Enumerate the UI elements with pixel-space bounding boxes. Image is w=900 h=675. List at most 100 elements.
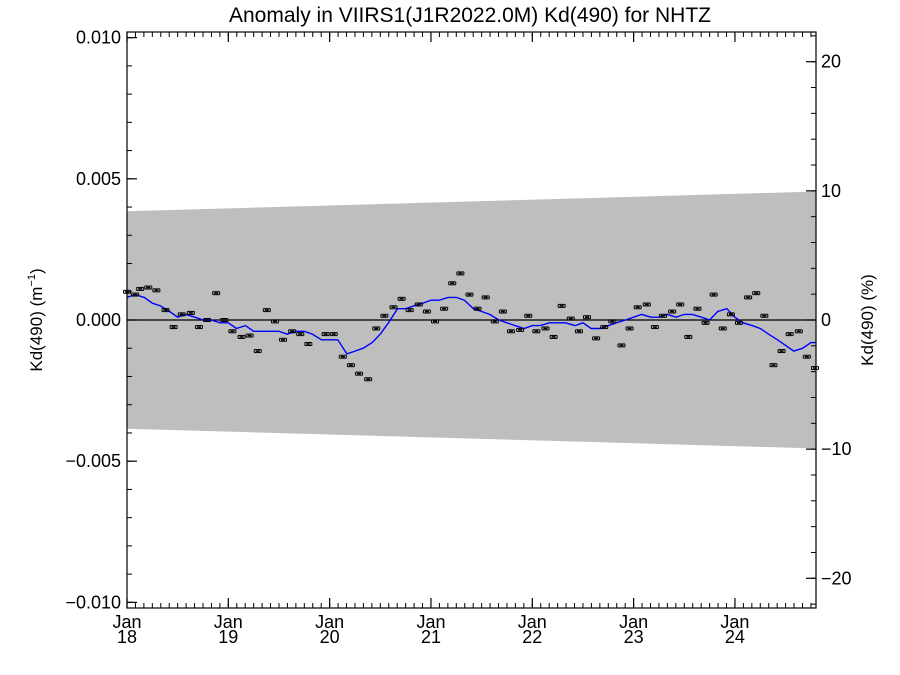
y2-tick-label: −10	[821, 439, 852, 459]
x-tick-label-year: 21	[421, 627, 441, 647]
x-tick-label: Jan 22	[518, 612, 547, 647]
y-tick-label: −0.005	[65, 451, 121, 471]
data-point	[245, 333, 254, 338]
x-tick-label: Jan 23	[619, 612, 648, 647]
data-point	[380, 313, 389, 318]
x-tick-label-year: 24	[725, 627, 745, 647]
data-point	[617, 343, 626, 348]
data-point	[220, 318, 229, 322]
data-point	[279, 337, 288, 342]
data-point	[136, 286, 145, 291]
data-points-layer	[123, 271, 819, 382]
x-tick-label-year: 19	[218, 627, 238, 647]
data-point	[507, 329, 516, 334]
data-point	[372, 326, 381, 331]
data-point	[194, 325, 203, 330]
data-point	[516, 327, 525, 332]
data-point	[144, 285, 153, 290]
data-point	[440, 306, 449, 311]
data-point	[777, 349, 786, 354]
y-tick-label: 0.005	[76, 169, 121, 189]
data-point	[592, 336, 601, 341]
data-point	[262, 308, 271, 313]
data-point	[212, 291, 221, 296]
y2-tick-label: 20	[821, 52, 841, 72]
data-point	[161, 308, 170, 313]
data-point	[701, 320, 710, 325]
x-tick-label-year: 22	[522, 627, 542, 647]
data-point	[769, 363, 778, 368]
data-point	[346, 363, 355, 368]
x-tick-label: Jan 24	[720, 612, 749, 647]
y2-axis-label: Kd(490) (%)	[858, 274, 877, 366]
data-point	[752, 291, 761, 296]
x-tick-label: Jan 20	[315, 612, 344, 647]
data-point	[321, 332, 330, 337]
x-tick-label-year: 23	[624, 627, 644, 647]
y-axis-label: Kd(490) (m−1)	[26, 268, 46, 371]
y-axis-label-main: Kd(490) (m	[27, 287, 46, 372]
x-tick-label-year: 20	[320, 627, 340, 647]
x-tick-label: Jan 19	[214, 612, 243, 647]
x-tick-label-month: Jan	[112, 612, 141, 632]
y-axis-label-close: )	[27, 268, 46, 274]
data-point	[574, 329, 583, 334]
data-point	[473, 306, 482, 311]
x-tick-label: Jan 21	[416, 612, 445, 647]
data-point	[431, 319, 440, 324]
data-point	[625, 326, 634, 331]
y2-tick-label: 0	[821, 310, 831, 330]
data-point	[760, 313, 769, 318]
y-tick-label: −0.010	[65, 592, 121, 612]
data-point	[734, 320, 743, 325]
data-point	[557, 303, 566, 308]
data-point	[456, 271, 465, 276]
data-point	[676, 302, 685, 307]
data-point	[668, 309, 677, 314]
x-tick-label-month: Jan	[416, 612, 445, 632]
data-point	[203, 318, 212, 322]
data-point	[659, 313, 668, 318]
data-point	[270, 319, 279, 324]
data-point	[355, 371, 364, 376]
data-point	[684, 334, 693, 339]
data-point	[744, 295, 753, 300]
data-point	[566, 316, 575, 321]
data-point	[422, 309, 431, 314]
data-point	[397, 296, 406, 301]
y2-tick-label: 10	[821, 181, 841, 201]
data-point	[650, 325, 659, 330]
data-point	[726, 312, 735, 317]
data-point	[131, 292, 140, 297]
data-point	[405, 308, 414, 313]
data-point	[152, 288, 161, 293]
data-point	[465, 292, 474, 297]
data-point	[228, 329, 237, 334]
data-point	[389, 305, 398, 310]
data-point	[304, 342, 313, 346]
chart-title: Anomaly in VIIRS1(J1R2022.0M) Kd(490) fo…	[229, 4, 711, 27]
x-tick-label-month: Jan	[214, 612, 243, 632]
data-point	[583, 315, 592, 320]
smoothed-anomaly-line	[126, 293, 816, 355]
data-point	[490, 319, 499, 324]
data-point	[296, 332, 305, 337]
data-point	[481, 295, 490, 300]
data-point	[237, 334, 246, 339]
x-tick-label-month: Jan	[619, 612, 648, 632]
x-tick-label-month: Jan	[315, 612, 344, 632]
data-point	[338, 354, 347, 359]
data-point	[549, 334, 558, 339]
data-point	[541, 326, 550, 331]
data-point	[600, 325, 609, 330]
data-point	[794, 329, 803, 334]
x-tick-label-month: Jan	[720, 612, 749, 632]
y-axis-label-superscript: −1	[26, 274, 38, 287]
x-tick-label-month: Jan	[518, 612, 547, 632]
data-point	[448, 281, 457, 286]
data-point	[186, 310, 195, 315]
data-point	[253, 349, 262, 354]
data-point	[642, 302, 651, 307]
y-tick-label: 0.010	[76, 28, 121, 48]
